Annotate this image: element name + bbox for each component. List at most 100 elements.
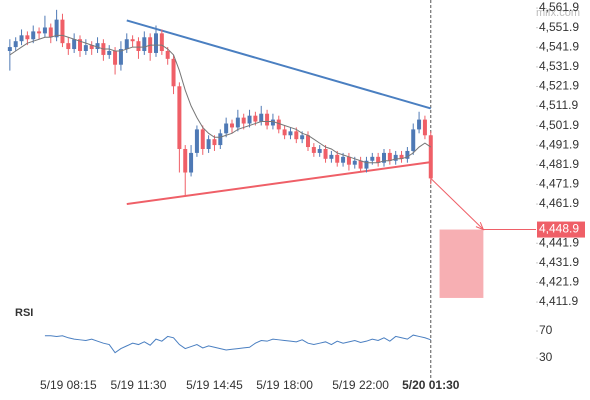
- candle-body: [171, 58, 176, 87]
- candle-body: [124, 39, 129, 50]
- candle-body: [247, 115, 252, 124]
- candle-body: [60, 19, 65, 44]
- candle-body: [276, 119, 281, 130]
- rsi-title: RSI: [15, 307, 33, 319]
- candle-body: [13, 41, 18, 48]
- candle-body: [224, 123, 229, 134]
- candle-body: [399, 154, 404, 159]
- candle-body: [83, 45, 88, 51]
- y-tick-label: 4,501.9: [539, 118, 579, 132]
- candle-body: [329, 154, 334, 159]
- y-tick-label: 4,561.9: [539, 0, 579, 14]
- rsi-line: [44, 334, 431, 354]
- candle-body: [72, 39, 77, 50]
- candle-body: [270, 119, 275, 126]
- candle-body: [130, 39, 135, 42]
- candle-body: [265, 113, 270, 126]
- candle-body: [346, 156, 351, 165]
- candle-body: [282, 129, 287, 136]
- candle-body: [54, 19, 59, 38]
- candle-body: [241, 117, 246, 124]
- candle-body: [288, 131, 293, 136]
- candle-body: [31, 31, 36, 40]
- projection-arrow: [430, 178, 484, 230]
- rsi-tick-label: 30: [539, 350, 553, 364]
- candle-body: [200, 129, 205, 149]
- x-tick-label: 5/19 18:00: [256, 378, 313, 392]
- candle-body: [311, 147, 316, 153]
- y-tick-label: 4,531.9: [539, 59, 579, 73]
- candle-body: [154, 33, 158, 53]
- candle-body: [405, 150, 410, 159]
- candle-body: [48, 27, 53, 38]
- candle-body: [335, 154, 340, 163]
- candle-body: [136, 41, 141, 51]
- candle-body: [387, 152, 392, 161]
- candle-body: [194, 129, 199, 153]
- target-label: 4,448.9: [539, 222, 579, 236]
- candle-body: [19, 35, 24, 42]
- watermark: mifx.com: [536, 7, 580, 19]
- moving-average: [9, 34, 432, 164]
- candle-body: [42, 27, 47, 34]
- candle-body: [78, 39, 82, 51]
- candle-body: [376, 156, 381, 163]
- resistance-line: [126, 19, 432, 110]
- candle-body: [165, 50, 170, 59]
- candle-body: [7, 47, 12, 51]
- y-tick-label: 4,421.9: [539, 275, 579, 289]
- candle-body: [107, 50, 112, 55]
- candle-body: [411, 129, 416, 151]
- candle-body: [294, 131, 299, 140]
- candle-body: [159, 33, 164, 51]
- y-tick-label: 4,511.9: [539, 98, 578, 112]
- candle-body: [212, 139, 217, 146]
- x-tick-label: 5/19 14:45: [186, 378, 243, 392]
- candle-body: [323, 148, 328, 159]
- candle-body: [118, 49, 123, 65]
- candle-body: [382, 152, 386, 163]
- x-tick-label: 5/20 01:30: [402, 378, 460, 392]
- candle-body: [230, 123, 234, 128]
- y-tick-label: 4,481.9: [539, 157, 579, 171]
- y-tick-label: 4,521.9: [539, 79, 579, 93]
- candle-body: [37, 31, 42, 34]
- candle-body: [370, 156, 375, 161]
- x-tick-label: 5/19 22:00: [332, 378, 389, 392]
- y-tick-label: 4,491.9: [539, 137, 579, 151]
- rsi-tick-label: 70: [539, 323, 553, 337]
- candle-body: [393, 154, 398, 161]
- y-tick-label: 4,471.9: [539, 177, 579, 191]
- candle-body: [89, 45, 94, 50]
- x-tick-label: 5/19 11:30: [111, 378, 167, 392]
- y-tick-label: 4,441.9: [539, 235, 579, 249]
- candle-body: [218, 133, 223, 146]
- target-label-box: [537, 221, 585, 238]
- candle-body: [142, 37, 147, 51]
- candle-body: [189, 152, 194, 173]
- candle-body: [235, 117, 240, 128]
- candle-body: [113, 50, 118, 65]
- candle-body: [352, 160, 357, 165]
- candle-body: [66, 43, 71, 50]
- candle-body: [206, 139, 211, 149]
- y-tick-label: 4,461.9: [539, 196, 579, 210]
- candle-body: [25, 35, 30, 40]
- y-tick-label: 4,541.9: [539, 39, 579, 53]
- candle-body: [428, 135, 433, 179]
- candle-body: [183, 148, 188, 173]
- candle-body: [422, 119, 427, 136]
- x-tick-label: 5/19 08:15: [40, 378, 97, 392]
- candle-body: [417, 119, 422, 130]
- candle-body: [317, 148, 322, 153]
- target-zone: [439, 229, 484, 298]
- y-tick-label: 4,431.9: [539, 255, 579, 269]
- candle-body: [300, 135, 305, 140]
- candle-body: [306, 135, 310, 148]
- y-tick-label: 4,411.9: [539, 294, 578, 308]
- candle-body: [253, 115, 258, 122]
- candle-body: [364, 160, 369, 169]
- candle-body: [95, 43, 100, 50]
